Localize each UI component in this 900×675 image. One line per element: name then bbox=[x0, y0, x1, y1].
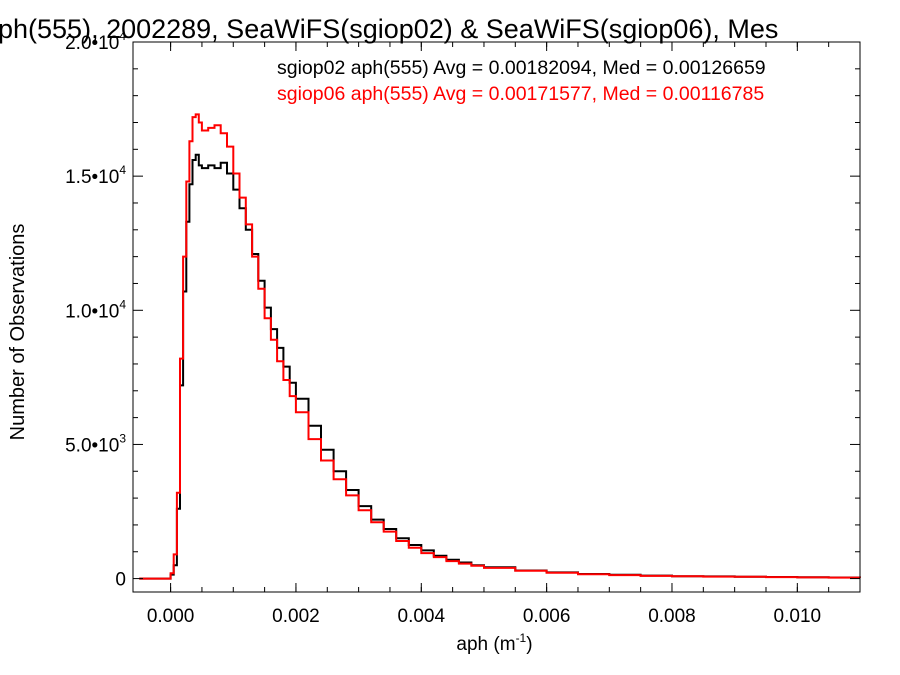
x-tick-label: 0.008 bbox=[648, 606, 696, 627]
x-tick-label: 0.000 bbox=[147, 606, 195, 627]
x-axis: 0.000 0.002 0.004 0.006 0.008 0.010 bbox=[147, 42, 861, 627]
plot-frame bbox=[132, 41, 861, 593]
x-tick-label: 0.006 bbox=[523, 606, 571, 627]
chart-title: ph(555), 2002289, SeaWiFS(sgiop02) & Sea… bbox=[0, 14, 778, 44]
x-axis-label: aph (m-1) bbox=[456, 631, 532, 655]
x-axis-label-main: aph (m bbox=[456, 634, 515, 655]
x-tick-label: 0.004 bbox=[398, 606, 446, 627]
legend-entry-sgiop02: sgiop02 aph(555) Avg = 0.00182094, Med =… bbox=[277, 57, 766, 79]
x-tick-label: 0.002 bbox=[272, 606, 320, 627]
x-axis-label-superscript: -1 bbox=[516, 631, 527, 645]
y-tick-exponent: 4 bbox=[119, 163, 126, 177]
legend-entry-sgiop06: sgiop06 aph(555) Avg = 0.00171577, Med =… bbox=[277, 83, 764, 105]
y-tick-label: 2.0•104 bbox=[65, 29, 126, 54]
y-axis: 0 5.0•103 1.0•104 1.5•104 2.0•104 bbox=[65, 29, 860, 591]
y-tick-label: 0 bbox=[115, 570, 126, 591]
y-tick-label: 5.0•103 bbox=[65, 431, 126, 456]
x-tick-label: 0.010 bbox=[774, 606, 822, 627]
series-line-sgiop02 bbox=[139, 153, 861, 580]
y-tick-exponent: 4 bbox=[119, 297, 126, 311]
y-tick-exponent: 4 bbox=[119, 29, 126, 43]
y-tick-exponent: 3 bbox=[119, 431, 126, 445]
series-line-sgiop06 bbox=[139, 113, 861, 580]
x-axis-label-end: ) bbox=[526, 634, 532, 655]
series-layer bbox=[139, 113, 861, 580]
y-tick-label: 1.0•104 bbox=[65, 297, 126, 322]
y-axis-label: Number of Observations bbox=[7, 224, 29, 441]
y-tick-label: 1.5•104 bbox=[65, 163, 126, 188]
